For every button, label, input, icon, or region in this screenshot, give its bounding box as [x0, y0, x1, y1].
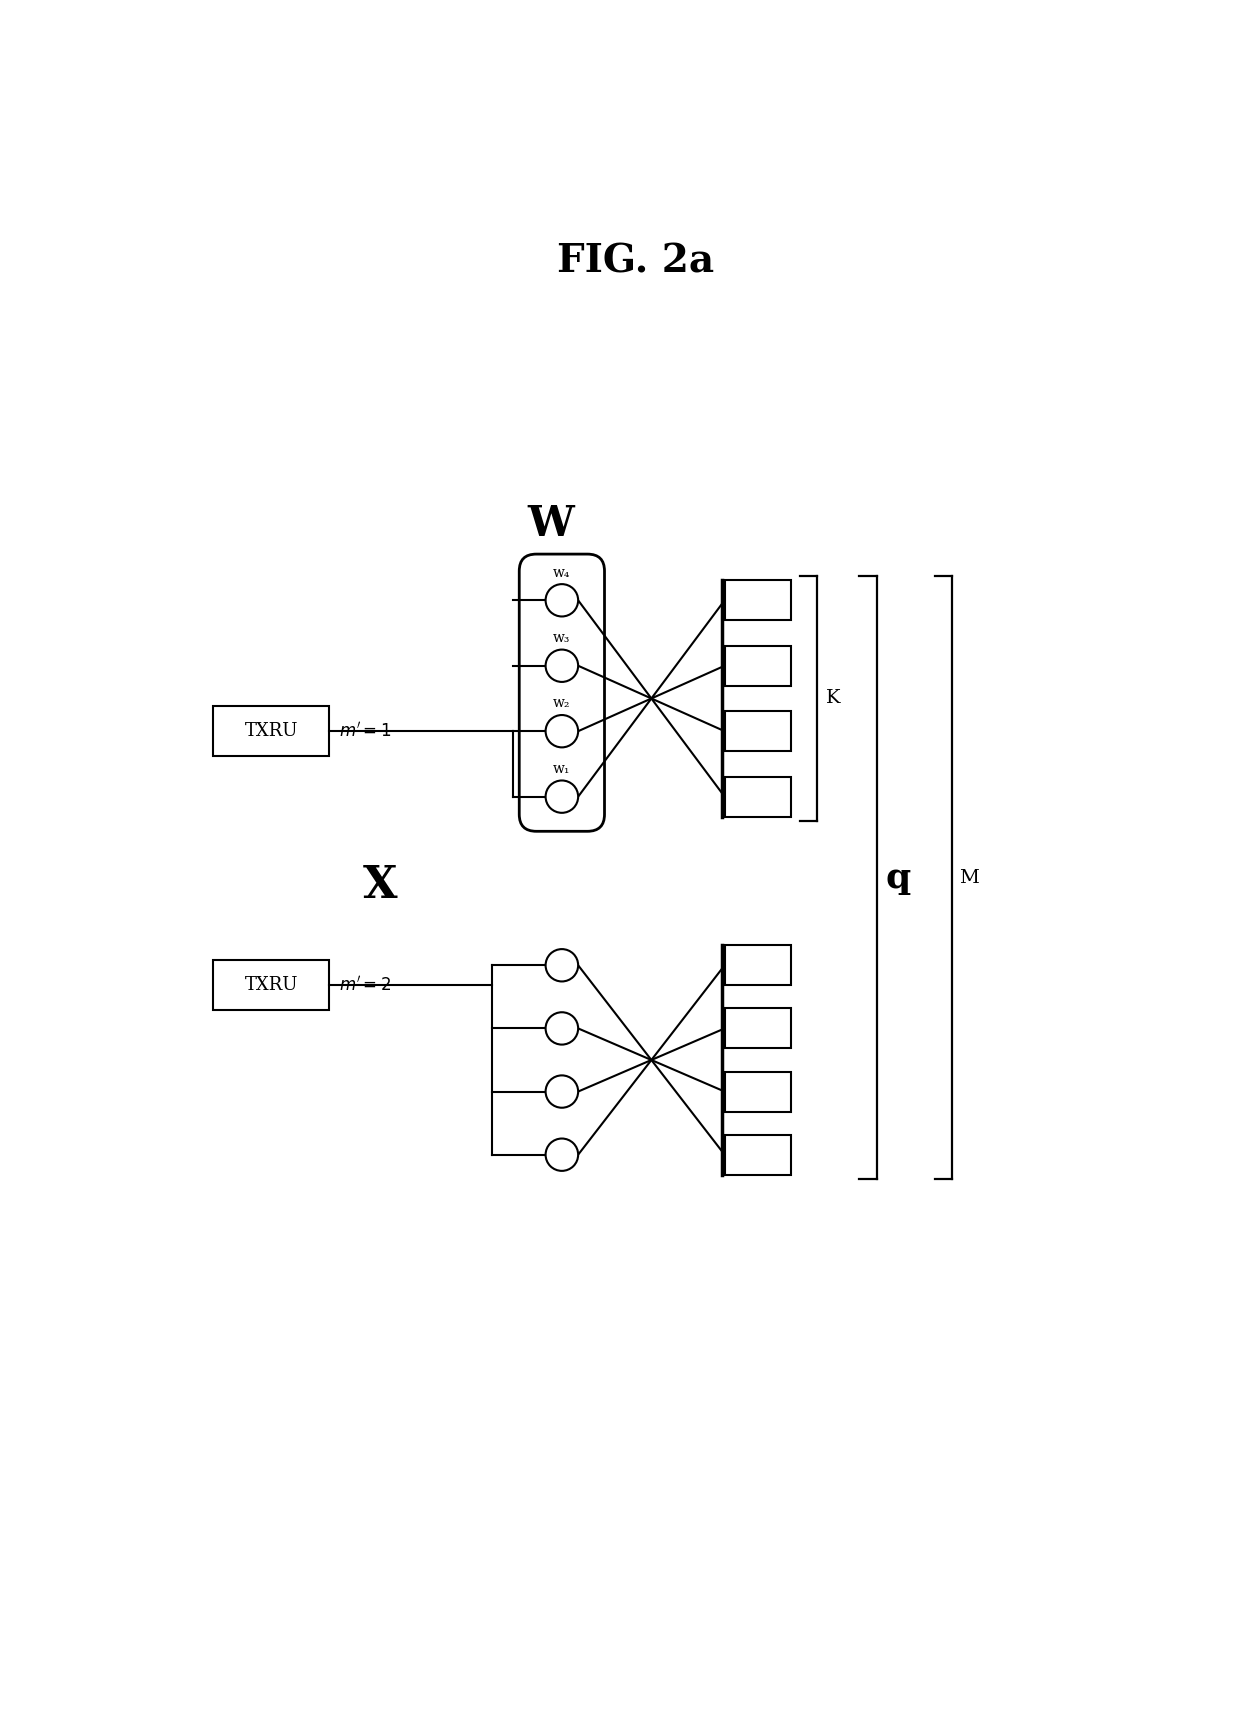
Text: TXRU: TXRU [244, 976, 298, 995]
FancyBboxPatch shape [213, 706, 330, 756]
FancyBboxPatch shape [724, 1071, 791, 1112]
FancyBboxPatch shape [520, 554, 605, 832]
FancyBboxPatch shape [724, 645, 791, 685]
Circle shape [546, 780, 578, 813]
Circle shape [546, 585, 578, 616]
Text: w₁: w₁ [553, 761, 570, 775]
FancyBboxPatch shape [724, 777, 791, 817]
Text: W: W [527, 503, 574, 545]
Circle shape [546, 1012, 578, 1045]
Circle shape [546, 950, 578, 981]
Text: w₃: w₃ [553, 631, 570, 645]
Text: K: K [826, 690, 841, 708]
FancyBboxPatch shape [724, 711, 791, 751]
Text: FIG. 2a: FIG. 2a [557, 242, 714, 280]
Text: TXRU: TXRU [244, 721, 298, 740]
Text: q: q [885, 860, 911, 894]
Text: X: X [362, 863, 397, 907]
Circle shape [546, 649, 578, 682]
FancyBboxPatch shape [724, 580, 791, 621]
Circle shape [546, 1076, 578, 1107]
FancyBboxPatch shape [724, 1009, 791, 1048]
Circle shape [546, 714, 578, 747]
Text: $m'=2$: $m'=2$ [339, 976, 391, 995]
Text: M: M [960, 868, 980, 886]
FancyBboxPatch shape [724, 945, 791, 986]
Text: w₂: w₂ [553, 697, 570, 711]
Text: w₄: w₄ [553, 566, 570, 580]
Circle shape [546, 1138, 578, 1171]
Text: $m'=1$: $m'=1$ [339, 721, 391, 740]
FancyBboxPatch shape [213, 960, 330, 1010]
FancyBboxPatch shape [724, 1135, 791, 1175]
